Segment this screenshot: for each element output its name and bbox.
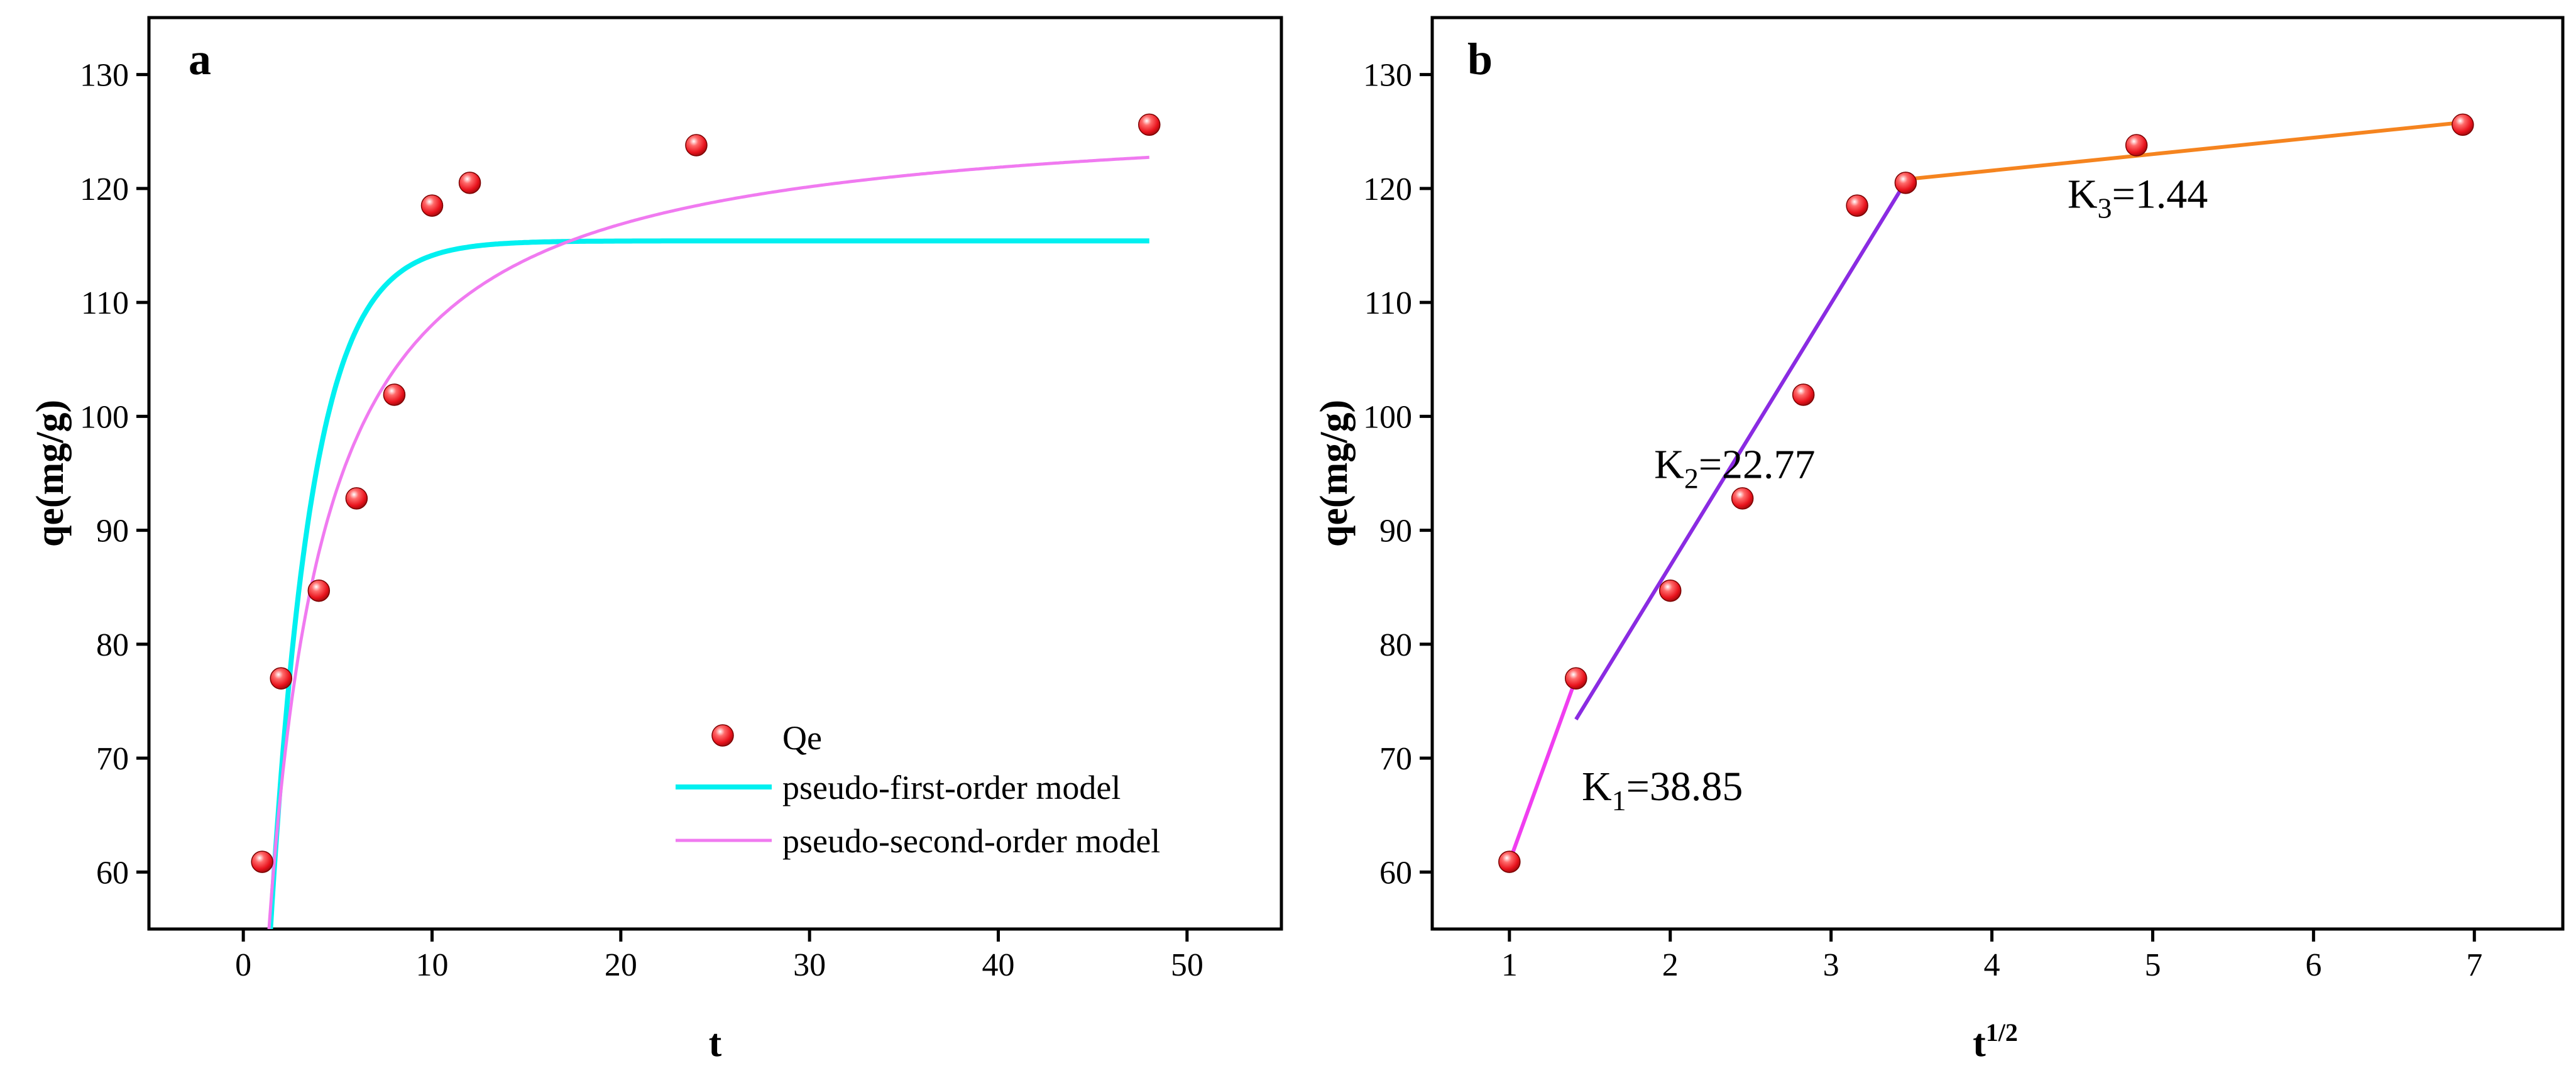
x-tick-label: 10	[416, 947, 449, 983]
y-tick-label: 130	[1363, 58, 1412, 94]
y-tick-label: 90	[96, 514, 129, 549]
y-tick-label: 60	[1379, 855, 1412, 891]
fit-segments	[1508, 120, 2464, 863]
x-tick-label: 1	[1501, 947, 1518, 983]
x-tick-label: 2	[1662, 947, 1679, 983]
fit-curves	[267, 155, 1149, 929]
plot-frame	[147, 16, 1283, 931]
pso-curve	[267, 155, 1149, 929]
panel-letter-a: a	[189, 34, 211, 84]
axis-ticks: 1 2 3 4 5 6 7 60 70 80 90 100 110 120 130	[1363, 58, 2482, 983]
data-point	[1894, 172, 1917, 194]
rate-constant-label-3: K3=1.44	[2068, 172, 2208, 224]
data-point	[383, 383, 406, 406]
legend-label-qe: Qe	[782, 719, 822, 757]
rate-constant-label-1: K1=38.85	[1582, 764, 1743, 817]
data-point	[1498, 850, 1521, 873]
plot-frame	[1430, 16, 2565, 931]
y-tick-label: 100	[1363, 399, 1412, 435]
x-tick-label: 4	[1984, 947, 2000, 983]
x-tick-label: 5	[2144, 947, 2161, 983]
y-tick-label: 120	[1363, 172, 1412, 207]
y-tick-label: 100	[80, 399, 129, 435]
fit-segment-2	[1574, 180, 1907, 721]
x-tick-label: 50	[1171, 947, 1203, 983]
legend-marker-ball	[711, 724, 734, 747]
rate-constant-label-2: K2=22.77	[1654, 441, 1815, 494]
x-tick-label: 0	[235, 947, 251, 983]
y-tick-label: 80	[1379, 627, 1412, 663]
y-axis-label: qe(mg/g)	[1313, 400, 1356, 547]
x-tick-label: 20	[605, 947, 637, 983]
data-point	[345, 487, 368, 510]
y-tick-label: 120	[80, 172, 129, 207]
panel-b: 1 2 3 4 5 6 7 60 70 80 90 100 110 120 130 K1=38.85 K2=2…	[1313, 16, 2565, 1065]
legend: Qe pseudo-first-order model pseudo-secon…	[676, 719, 1160, 860]
data-point	[270, 667, 292, 690]
data-point	[685, 134, 708, 157]
panel-a: 0 10 20 30 40 50 60 70 80 90 100 110 120 130 a t qe(m…	[29, 16, 1283, 1065]
y-tick-label: 130	[80, 58, 129, 94]
x-tick-label: 40	[982, 947, 1015, 983]
y-tick-label: 60	[96, 855, 129, 891]
legend-label-pfo: pseudo-first-order model	[782, 769, 1121, 806]
data-point	[2452, 113, 2474, 136]
data-points	[251, 113, 1161, 873]
data-point	[1138, 113, 1161, 136]
fit-segment-3	[1905, 120, 2464, 182]
panel-letter-b: b	[1467, 34, 1493, 84]
y-tick-label: 110	[81, 285, 129, 321]
x-tick-label: 7	[2466, 947, 2482, 983]
x-axis-label: t	[709, 1022, 722, 1065]
data-point	[420, 194, 444, 217]
y-tick-label: 80	[96, 627, 129, 663]
x-tick-label: 30	[793, 947, 826, 983]
data-point	[2125, 134, 2148, 157]
fit-segment-1	[1508, 678, 1578, 863]
data-point	[458, 172, 481, 194]
x-axis-label: t1/2	[1973, 1018, 2018, 1065]
data-point	[251, 850, 273, 873]
y-tick-label: 110	[1364, 285, 1412, 321]
x-tick-label: 3	[1823, 947, 1839, 983]
y-tick-label: 70	[1379, 741, 1412, 777]
y-tick-label: 90	[1379, 514, 1412, 549]
y-tick-label: 70	[96, 741, 129, 777]
data-point	[1792, 383, 1815, 406]
data-point	[1731, 487, 1754, 510]
pfo-curve	[268, 238, 1149, 929]
x-tick-label: 6	[2305, 947, 2321, 983]
legend-marker-qe	[711, 724, 734, 747]
data-points	[1498, 113, 2474, 873]
legend-label-pso: pseudo-second-order model	[782, 822, 1160, 860]
rate-constant-annotations: K1=38.85 K2=22.77 K3=1.44	[1582, 172, 2208, 817]
y-axis-label: qe(mg/g)	[29, 400, 72, 547]
data-point	[307, 579, 331, 602]
data-point	[1658, 579, 1682, 602]
axis-ticks: 0 10 20 30 40 50 60 70 80 90 100 110 120 130	[80, 58, 1203, 983]
data-point	[1565, 667, 1587, 690]
data-point	[1846, 194, 1868, 217]
